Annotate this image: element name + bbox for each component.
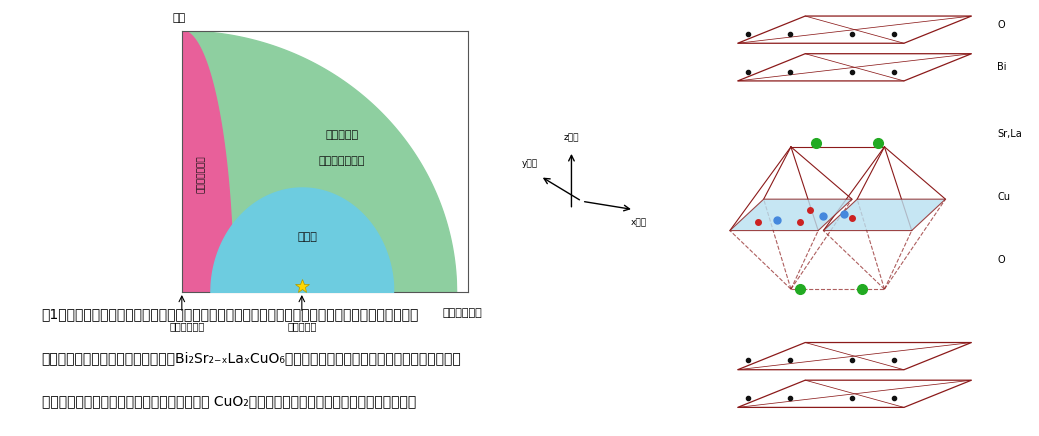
Text: 最適ドープ: 最適ドープ <box>287 321 317 331</box>
Text: 温度: 温度 <box>172 13 186 23</box>
Text: （擬ギャップ）: （擬ギャップ） <box>319 157 365 166</box>
Text: 図1：　（左）銅酸化物高温超伝導体の一般的相図。本研究で測定に用いたのは最適ドープ試料（星: 図1： （左）銅酸化物高温超伝導体の一般的相図。本研究で測定に用いたのは最適ドー… <box>42 307 419 321</box>
Text: y方向: y方向 <box>522 159 538 168</box>
Text: x方向: x方向 <box>631 218 647 227</box>
Text: z方向: z方向 <box>564 134 579 143</box>
Text: O: O <box>997 255 1005 265</box>
Text: 印）。（右）ビスマス系銅酸化物（Bi₂Sr₂₋ₓLaₓCuO₆）の結晶構造。銅酸化物において、高温超伝導: 印）。（右）ビスマス系銅酸化物（Bi₂Sr₂₋ₓLaₓCuO₆）の結晶構造。銅酸… <box>42 351 461 365</box>
Polygon shape <box>182 31 233 292</box>
Polygon shape <box>824 199 945 231</box>
Text: は、銅（青丸）と酸素（赤丸）で構成される CuO₂面（水色）で生じることが知られています。: は、銅（青丸）と酸素（赤丸）で構成される CuO₂面（水色）で生じることが知られ… <box>42 395 416 409</box>
Text: ドーピング量: ドーピング量 <box>442 308 482 318</box>
Text: Bi: Bi <box>997 62 1007 72</box>
Text: 反強磁性絶縁体: 反強磁性絶縁体 <box>197 156 207 193</box>
Text: Sr,La: Sr,La <box>997 129 1022 139</box>
Text: O: O <box>997 20 1005 31</box>
Polygon shape <box>730 199 852 231</box>
Text: モット絶縁体: モット絶縁体 <box>170 321 205 331</box>
Text: Cu: Cu <box>997 192 1011 202</box>
Text: 超伝導: 超伝導 <box>297 232 318 242</box>
Text: 回常金属相: 回常金属相 <box>325 130 358 140</box>
